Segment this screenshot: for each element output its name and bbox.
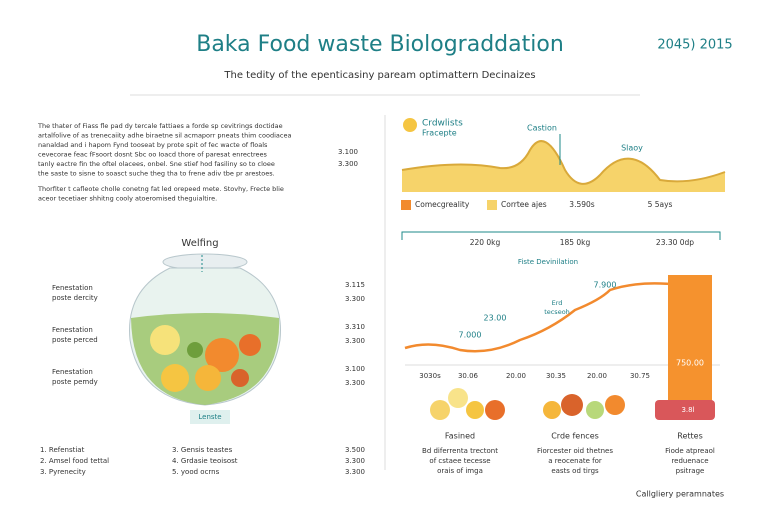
range-label: 185 0kg <box>560 238 591 247</box>
list-item: 3. Pyrenecity <box>40 468 86 476</box>
axis-label: 30.35 <box>546 372 566 380</box>
number: 3.300 <box>345 457 365 465</box>
group-name: Fasined <box>445 432 475 441</box>
group-text: easts od tirgs <box>551 467 599 475</box>
list-item: 5. yood ocrns <box>172 468 220 476</box>
number: 3.300 <box>345 379 365 387</box>
paragraph-line: tanly eactre fin the oftel olacees, onbe… <box>38 160 275 168</box>
jar-label: Fenestation <box>52 368 93 376</box>
legend-label: Corrtee ajes <box>501 200 547 209</box>
number: 3.100 <box>345 365 365 373</box>
paragraph-line: the saste to sisne to soasct suche theg … <box>38 170 275 178</box>
jar-label: poste pemdy <box>52 378 98 386</box>
note: 5 5ays <box>648 200 673 209</box>
peak-label: Slaoy <box>621 144 643 153</box>
number: 3.300 <box>345 337 365 345</box>
list-item: 3. Gensis teastes <box>172 446 233 454</box>
title: Baka Food waste Biolograddation <box>196 32 564 57</box>
axis-label: 3030s <box>419 372 441 380</box>
list-item: 4. Grdasie teoisost <box>172 457 238 465</box>
number: 3.310 <box>345 323 365 331</box>
value-label: 23.00 <box>484 314 507 323</box>
legend-label: Comecgreality <box>415 200 470 209</box>
jar-label: poste dercity <box>52 294 98 302</box>
jar-label: Fenestation <box>52 326 93 334</box>
list-item: 1. Refenstiat <box>40 446 85 454</box>
group-text: a reocenate for <box>548 457 602 465</box>
trend-title: Fiste Devinilation <box>518 258 578 266</box>
list-item: 2. Amsel food tettal <box>40 457 109 465</box>
date: 2045) 2015 <box>657 38 732 53</box>
group-text: of cstaee tecesse <box>429 457 490 465</box>
jar-label: Fenestation <box>52 284 93 292</box>
value-label: 7.900 <box>594 281 617 290</box>
range-label: 23.30 0dp <box>656 238 694 247</box>
number: 3.115 <box>345 281 365 289</box>
number: 3.300 <box>345 295 365 303</box>
wave-chart <box>401 118 726 210</box>
subtitle: The tedity of the epenticasiny paream op… <box>223 70 535 81</box>
group-text: reduenace <box>671 457 708 465</box>
bar-label: 750.00 <box>676 359 704 368</box>
group-text: orais of imga <box>437 467 483 475</box>
group-text: Fiorcester oid thetnes <box>537 447 613 455</box>
value-label: 7.000 <box>459 331 482 340</box>
paragraph-line: Thorfiter t cafleote cholle conetng fat … <box>37 185 284 193</box>
axis-label: 30.06 <box>458 372 479 380</box>
group-text: Fiode atpreaol <box>665 447 715 455</box>
number: 3.100 <box>338 148 358 156</box>
wave-title: Crdwlists <box>422 119 463 129</box>
jar-label: poste perced <box>52 336 98 344</box>
number: 3.300 <box>338 160 358 168</box>
peak-label: Castion <box>527 124 557 133</box>
range-label: 220 0kg <box>470 238 501 247</box>
paragraph-line: artalfolive of as trenecaiity adhe birae… <box>38 132 291 140</box>
axis-label: 20.00 <box>506 372 526 380</box>
jar <box>129 253 281 424</box>
paragraph-line: The thater of Fiass fle pad dy tercale f… <box>37 122 283 130</box>
axis-label: 30.75 <box>630 372 650 380</box>
paragraph-line: aceor tecetiaer shhitng cooly atoeromise… <box>38 195 217 203</box>
paragraph-line: nanaldad and i hapom Fynd tooseat by pro… <box>38 141 268 149</box>
footer: Callgliery peramnates <box>636 490 724 499</box>
group-name: Rettes <box>677 432 702 441</box>
number: 3.300 <box>345 468 365 476</box>
wave-title: Fracepte <box>422 129 457 138</box>
group-text: psitrage <box>676 467 705 475</box>
trend-chart <box>401 231 721 420</box>
group-text: Bd diferrenta trectont <box>422 447 498 455</box>
note: tecseoh <box>544 308 570 316</box>
number: 3.500 <box>345 446 365 454</box>
jar-caption: Lenste <box>198 413 221 421</box>
axis-label: 20.00 <box>587 372 607 380</box>
note: 3.590s <box>569 200 594 209</box>
bar-label: 3.8l <box>681 406 694 414</box>
group-name: Crde fences <box>551 432 599 441</box>
jar-title: Welfing <box>181 238 218 249</box>
note: Erd <box>552 299 563 307</box>
paragraph-line: cevecorae feac fFsoort dosnt Sbc oo Ioac… <box>38 151 268 159</box>
